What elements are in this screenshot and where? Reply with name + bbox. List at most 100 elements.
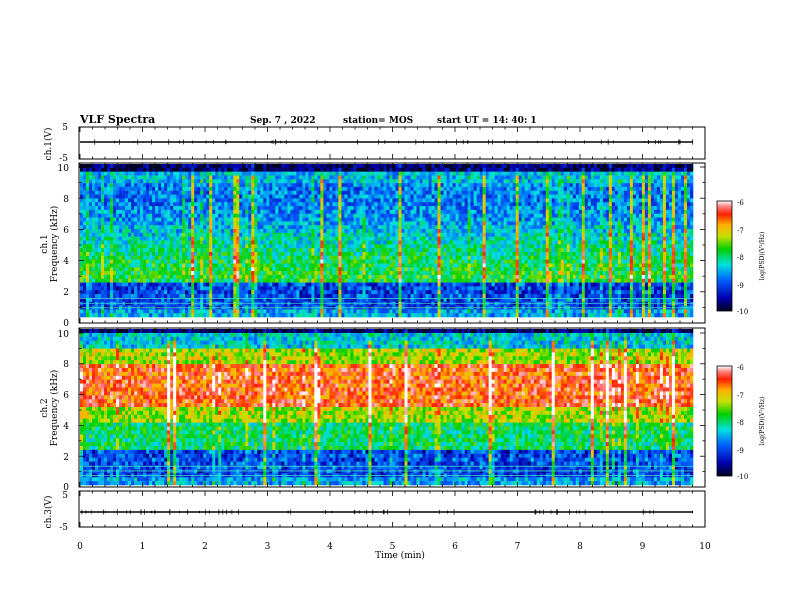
- spectrogram-cell: [173, 309, 176, 313]
- spectrogram-cell: [359, 286, 362, 290]
- spectrogram-cell: [110, 275, 113, 279]
- spectrogram-cell: [167, 225, 170, 229]
- spectrogram-cell: [170, 267, 173, 271]
- spectrogram-cell: [110, 302, 113, 306]
- spectrogram-cell: [212, 198, 215, 202]
- spectrogram-cell: [341, 309, 344, 313]
- spectrogram-cell: [338, 279, 341, 283]
- spectrogram-cell: [299, 244, 302, 248]
- spectrogram-cell: [152, 286, 155, 290]
- spectrogram-cell: [441, 179, 444, 183]
- spectrogram-cell: [326, 179, 329, 183]
- spectrogram-cell: [206, 195, 209, 199]
- spectrogram-cell: [353, 263, 356, 267]
- spectrogram-cell: [221, 210, 224, 214]
- spectrogram-cell: [98, 271, 101, 275]
- spectrogram-cell: [215, 195, 218, 199]
- spectrogram-cell: [158, 202, 161, 206]
- spectrogram-cell: [149, 252, 152, 256]
- spectrogram-cell: [260, 275, 263, 279]
- spectrogram-cell: [125, 279, 128, 283]
- spectrogram-cell: [167, 260, 170, 264]
- spectrogram-cell: [167, 214, 170, 218]
- spectrogram-cell: [194, 210, 197, 214]
- spectrogram-cell: [188, 271, 191, 275]
- spectrogram-cell: [179, 313, 182, 317]
- spectrogram-cell: [299, 221, 302, 225]
- spectrogram-cell: [239, 294, 242, 298]
- spectrogram-cell: [116, 263, 119, 267]
- spectrogram-cell: [98, 260, 101, 264]
- spectrogram-cell: [110, 267, 113, 271]
- spectrogram-cell: [368, 172, 371, 176]
- spectrogram-cell: [125, 206, 128, 210]
- spectrogram-cell: [344, 218, 347, 222]
- spectrogram-cell: [242, 244, 245, 248]
- spectrogram-cell: [203, 271, 206, 275]
- spectrogram-cell: [323, 237, 326, 241]
- spectrogram-cell: [441, 302, 444, 306]
- spectrogram-cell: [143, 286, 146, 290]
- spectrogram-cell: [86, 279, 89, 283]
- spectrogram-cell: [411, 294, 414, 298]
- spectrogram-cell: [227, 279, 230, 283]
- spectrogram-cell: [305, 286, 308, 290]
- spectrogram-cell: [314, 237, 317, 241]
- spectrogram-cell: [185, 179, 188, 183]
- spectrogram-cell: [411, 286, 414, 290]
- spectrogram-cell: [402, 248, 405, 252]
- spectrogram-cell: [227, 172, 230, 176]
- spectrogram-cell: [341, 198, 344, 202]
- spectrogram-cell: [92, 260, 95, 264]
- spectrogram-cell: [95, 248, 98, 252]
- spectrogram-cell: [173, 233, 176, 237]
- spectrogram-cell: [206, 218, 209, 222]
- spectrogram-cell: [134, 168, 137, 172]
- spectrogram-cell: [335, 175, 338, 179]
- spectrogram-cell: [221, 221, 224, 225]
- spectrogram-cell: [173, 218, 176, 222]
- spectrogram-cell: [128, 263, 131, 267]
- spectrogram-cell: [377, 275, 380, 279]
- spectrogram-cell: [393, 187, 396, 191]
- spectrogram-cell: [188, 202, 191, 206]
- spectrogram-cell: [155, 198, 158, 202]
- spectrogram-cell: [116, 210, 119, 214]
- spectrogram-cell: [317, 263, 320, 267]
- spectrogram-cell: [116, 191, 119, 195]
- spectrogram-cell: [110, 229, 113, 233]
- spectrogram-cell: [176, 202, 179, 206]
- spectrogram-cell: [83, 168, 86, 172]
- spectrogram-cell: [113, 248, 116, 252]
- spectrogram-cell: [377, 248, 380, 252]
- spectrogram-cell: [89, 241, 92, 245]
- spectrogram-cell: [441, 183, 444, 187]
- spectrogram-cell: [134, 256, 137, 260]
- spectrogram-cell: [89, 195, 92, 199]
- spectrogram-cell: [420, 195, 423, 199]
- spectrogram-cell: [380, 283, 383, 287]
- spectrogram-cell: [101, 241, 104, 245]
- spectrogram-cell: [251, 191, 254, 195]
- spectrogram-cell: [377, 256, 380, 260]
- spectrogram-cell: [224, 206, 227, 210]
- spectrogram-cell: [101, 263, 104, 267]
- spectrogram-cell: [209, 279, 212, 283]
- spectrogram-cell: [134, 241, 137, 245]
- spectrogram-cell: [248, 206, 251, 210]
- spectrogram-cell: [341, 286, 344, 290]
- spectrogram-cell: [417, 313, 420, 317]
- spectrogram-cell: [384, 168, 387, 172]
- spectrogram-cell: [179, 241, 182, 245]
- spectrogram-cell: [89, 202, 92, 206]
- spectrogram-cell: [173, 267, 176, 271]
- spectrogram-cell: [83, 233, 86, 237]
- spectrogram-cell: [353, 241, 356, 245]
- spectrogram-cell: [158, 175, 161, 179]
- spectrogram-cell: [251, 168, 254, 172]
- spectrogram-cell: [146, 164, 149, 168]
- spectrogram-cell: [387, 256, 390, 260]
- spectrogram-cell: [263, 168, 266, 172]
- spectrogram-cell: [194, 172, 197, 176]
- spectrogram-cell: [447, 225, 450, 229]
